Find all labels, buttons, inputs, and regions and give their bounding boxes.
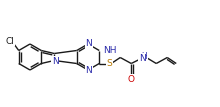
Text: N: N — [52, 57, 59, 66]
Text: NH: NH — [103, 46, 117, 55]
Text: H: H — [141, 52, 147, 61]
Text: Cl: Cl — [5, 36, 14, 45]
Text: S: S — [106, 59, 112, 68]
Text: O: O — [128, 75, 135, 84]
Text: N: N — [86, 66, 92, 75]
Text: N: N — [86, 39, 92, 48]
Text: N: N — [139, 54, 146, 63]
